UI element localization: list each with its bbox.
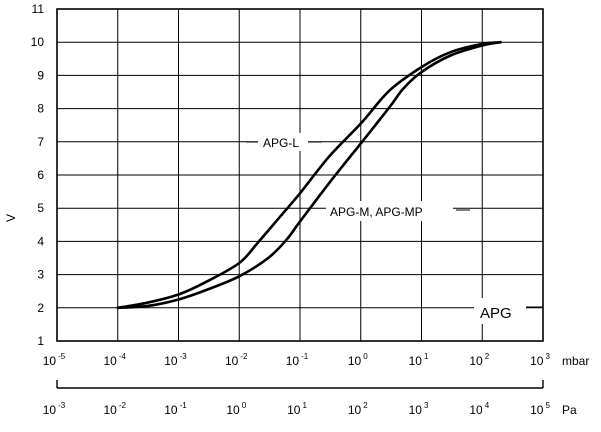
x-tick-base: 10 — [286, 354, 300, 368]
y-tick-label: 11 — [32, 2, 45, 16]
x-tick-base: 10 — [164, 354, 178, 368]
x-tick-label: 10 -1 — [164, 401, 187, 417]
curve-label-apg-l: APG-L — [263, 136, 299, 150]
x-tick-base: 10 — [409, 354, 423, 368]
x-tick-base: 10 — [104, 403, 118, 417]
x-axis-secondary: 10 -3 10 -2 10 -1 10 0 10 1 10 2 10 3 10 4 10 5 Pa — [43, 380, 577, 417]
x-tick-exponent: 1 — [424, 352, 429, 361]
series-line-apg-m — [116, 40, 502, 310]
x-tick-exponent: 2 — [363, 401, 368, 410]
x-tick-label: 10 -2 — [104, 401, 127, 417]
x-tick-base: 10 — [226, 403, 240, 417]
x-tick-label: 10 -2 — [225, 352, 248, 368]
x-tick-exponent: 4 — [485, 401, 490, 410]
x-tick-base: 10 — [348, 403, 362, 417]
label-background — [326, 201, 453, 221]
x-tick-label: 10 -5 — [43, 352, 66, 368]
x-tick-exponent: -4 — [119, 352, 127, 361]
x-tick-label: 10 1 — [287, 401, 307, 417]
y-tick-label: 2 — [37, 301, 44, 315]
x-unit-mbar: mbar — [562, 354, 589, 368]
annotations: APG-L APG-M, APG-MP APG — [246, 133, 543, 324]
chart-curves — [116, 40, 502, 310]
grid-lines — [57, 9, 543, 341]
x-tick-exponent: -3 — [180, 352, 188, 361]
x-tick-exponent: 5 — [545, 401, 550, 410]
x-tick-label: 10 5 — [530, 401, 550, 417]
x-tick-label: 10 2 — [469, 352, 489, 368]
y-tick-label: 7 — [37, 135, 44, 149]
plot-frame — [56, 8, 544, 342]
x-tick-label: 10 4 — [469, 401, 489, 417]
y-axis-title: V — [4, 214, 18, 222]
x-tick-base: 10 — [43, 354, 57, 368]
x-tick-base: 10 — [530, 403, 544, 417]
y-tick-label: 1 — [37, 334, 44, 348]
x-tick-exponent: -1 — [301, 352, 309, 361]
x-tick-base: 10 — [409, 403, 423, 417]
x-tick-exponent: -5 — [58, 352, 66, 361]
y-tick-label: 4 — [37, 234, 44, 248]
y-tick-label: 8 — [37, 102, 44, 116]
y-tick-label: 3 — [37, 268, 44, 282]
x-tick-label: 10 0 — [348, 352, 368, 368]
x-tick-base: 10 — [348, 354, 362, 368]
x-tick-label: 10 -1 — [286, 352, 309, 368]
y-tick-label: 6 — [37, 168, 44, 182]
x-tick-label: 10 -3 — [164, 352, 187, 368]
x-unit-pa: Pa — [562, 403, 577, 417]
x-tick-base: 10 — [164, 403, 178, 417]
x-tick-exponent: 2 — [485, 352, 490, 361]
x-tick-exponent: -1 — [180, 401, 188, 410]
x-tick-exponent: 0 — [242, 401, 247, 410]
badge-apg: APG — [480, 305, 512, 322]
x-tick-base: 10 — [530, 354, 544, 368]
x-tick-label: 10 -4 — [104, 352, 127, 368]
x-tick-base: 10 — [469, 354, 483, 368]
x-tick-base: 10 — [225, 354, 239, 368]
y-axis: 1 2 3 4 5 6 7 8 9 10 11 V — [4, 2, 44, 348]
series-line-apg-l — [116, 40, 502, 310]
label-background — [258, 133, 308, 151]
x-tick-exponent: -2 — [119, 401, 127, 410]
y-tick-label: 5 — [37, 201, 44, 215]
x-tick-base: 10 — [469, 403, 483, 417]
y-tick-label: 9 — [37, 68, 44, 82]
x-tick-exponent: 1 — [302, 401, 307, 410]
x-tick-exponent: 0 — [363, 352, 368, 361]
badge-background — [474, 298, 526, 324]
x-tick-base: 10 — [43, 403, 57, 417]
x-tick-label: 10 3 — [530, 352, 550, 368]
x-tick-label: 10 1 — [409, 352, 429, 368]
x-tick-label: 10 2 — [348, 401, 368, 417]
x-tick-label: 10 -3 — [43, 401, 66, 417]
x-tick-exponent: 3 — [424, 401, 429, 410]
x-tick-exponent: -2 — [240, 352, 248, 361]
x-tick-base: 10 — [287, 403, 301, 417]
x-tick-label: 10 3 — [409, 401, 429, 417]
x-tick-label: 10 0 — [226, 401, 246, 417]
x-axis-primary: 10 -5 10 -4 10 -3 10 -2 10 -1 10 0 10 1 10 2 10 3 mbar — [43, 352, 590, 368]
y-tick-label: 10 — [31, 35, 45, 49]
x-tick-exponent: 3 — [545, 352, 550, 361]
x-tick-exponent: -3 — [58, 401, 66, 410]
curve-label-apg-m: APG-M, APG-MP — [330, 205, 423, 219]
x-tick-base: 10 — [104, 354, 118, 368]
